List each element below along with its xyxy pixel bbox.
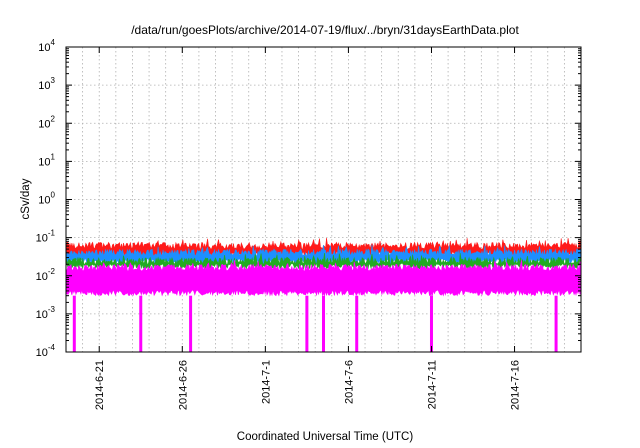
series-dropout-3: [355, 295, 359, 352]
x-tick-label: 2014-7-1: [260, 360, 272, 404]
chart-title: /data/run/goesPlots/archive/2014-07-19/f…: [131, 23, 519, 37]
y-axis-label: cSv/day: [20, 178, 32, 219]
x-tick-label: 2014-6-26: [177, 360, 189, 410]
y-tick-label: 101: [38, 152, 55, 168]
x-tick-label: 2014-7-16: [510, 360, 522, 410]
y-tick-label: 10-1: [36, 229, 56, 245]
series-dropout-3: [139, 295, 143, 352]
series-dropout-3: [305, 295, 309, 352]
grid: [66, 47, 581, 352]
y-tick-label: 103: [38, 76, 55, 92]
y-tick-label: 10-4: [36, 343, 56, 359]
y-tick-label: 10-2: [36, 267, 56, 283]
y-tick-label: 104: [38, 38, 55, 54]
series-dropout-3: [429, 295, 433, 352]
series-dropout-3: [554, 295, 558, 352]
y-tick-label: 102: [38, 114, 55, 130]
series-dropout-3: [189, 295, 193, 352]
x-tick-label: 2014-7-11: [426, 360, 438, 409]
x-axis: 2014-6-21 2014-6-26 2014-7-1 2014-7-6 2014-7…: [94, 47, 522, 410]
y-tick-label: 100: [38, 191, 55, 207]
x-tick-label: 2014-7-6: [343, 360, 355, 404]
x-tick-label: 2014-6-21: [94, 360, 106, 410]
series-dropout-3: [72, 295, 76, 352]
series-dropout-3: [322, 295, 325, 352]
x-axis-label: Coordinated Universal Time (UTC): [237, 431, 414, 443]
series-band-3: [66, 260, 581, 297]
data-layer: [66, 237, 581, 352]
y-tick-label: 10-3: [36, 305, 56, 321]
